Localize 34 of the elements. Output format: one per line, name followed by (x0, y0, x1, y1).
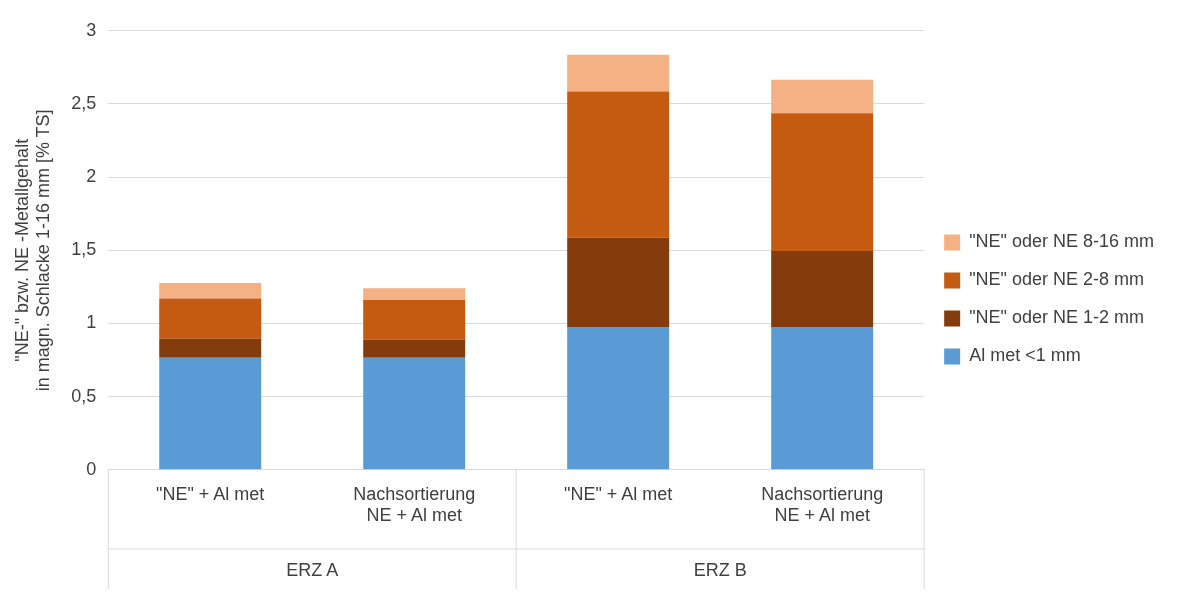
bar (771, 113, 874, 251)
legend-label: "NE" oder NE 2-8 mm (969, 269, 1144, 290)
y-tick-label: 1 (86, 312, 97, 333)
legend-label: Al met <1 mm (969, 345, 1081, 366)
bar (363, 357, 466, 470)
y-tick-label: 2 (86, 166, 97, 187)
x-tick-label: Nachsortierung NE + Al met (353, 483, 476, 526)
x-tick-label: "NE" + Al met (564, 483, 673, 504)
bar (567, 91, 670, 238)
y-tick-label: 2,5 (71, 92, 97, 113)
text: ERZ A (286, 559, 339, 580)
bar (159, 283, 262, 299)
y-tick-label: 0,5 (71, 385, 97, 406)
y-tick-label: 0 (86, 458, 97, 479)
bar (771, 79, 874, 114)
bar (567, 326, 670, 470)
legend-label: "NE" oder NE 8-16 mm (969, 231, 1155, 252)
bar (771, 326, 874, 470)
x-tick-label: "NE" + Al met (156, 483, 265, 504)
bar (159, 357, 262, 470)
bar (363, 300, 466, 340)
x-tick-label: Nachsortierung NE + Al met (761, 483, 884, 526)
y-tick-label: 3 (86, 19, 97, 40)
y-axis-title: "NE-" bzw. NE -Metallgehalt in magn. Schlacke 1-16 mm [% TS] (11, 109, 54, 392)
bar (363, 288, 466, 301)
legend-label: "NE" oder NE 1-2 mm (969, 307, 1144, 328)
y-tick-label: 1,5 (71, 239, 97, 260)
bar (771, 250, 874, 327)
bar (159, 338, 262, 358)
bar (159, 298, 262, 339)
bar (567, 54, 670, 92)
bar (567, 237, 670, 327)
bar (363, 339, 466, 358)
text: ERZ B (693, 559, 747, 580)
